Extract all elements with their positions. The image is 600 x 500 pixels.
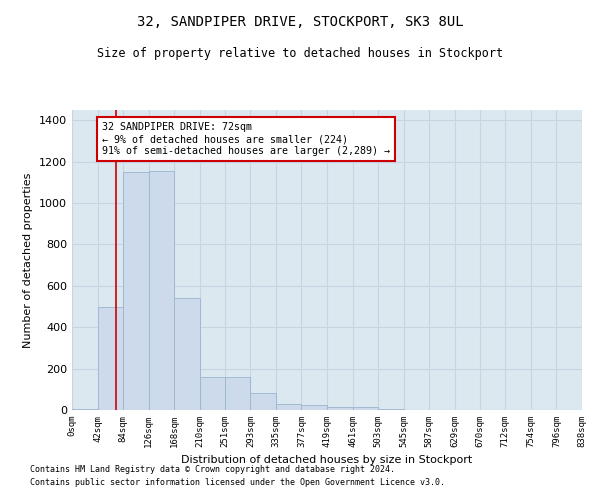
Bar	[225, 377, 250, 410]
Bar	[98, 306, 123, 410]
Bar	[174, 298, 200, 410]
Text: Size of property relative to detached houses in Stockport: Size of property relative to detached ho…	[97, 48, 503, 60]
Text: Contains HM Land Registry data © Crown copyright and database right 2024.: Contains HM Land Registry data © Crown c…	[30, 466, 395, 474]
Text: 32, SANDPIPER DRIVE, STOCKPORT, SK3 8UL: 32, SANDPIPER DRIVE, STOCKPORT, SK3 8UL	[137, 15, 463, 29]
Bar	[327, 407, 353, 410]
Bar	[301, 405, 327, 410]
Bar	[149, 171, 174, 410]
Bar	[276, 404, 301, 410]
Y-axis label: Number of detached properties: Number of detached properties	[23, 172, 34, 348]
Text: 32 SANDPIPER DRIVE: 72sqm
← 9% of detached houses are smaller (224)
91% of semi-: 32 SANDPIPER DRIVE: 72sqm ← 9% of detach…	[103, 122, 391, 156]
Bar	[378, 409, 404, 410]
Bar	[72, 409, 98, 410]
Bar	[353, 407, 378, 410]
Bar	[250, 394, 276, 410]
X-axis label: Distribution of detached houses by size in Stockport: Distribution of detached houses by size …	[181, 456, 473, 466]
Bar	[200, 377, 225, 410]
Bar	[123, 172, 149, 410]
Text: Contains public sector information licensed under the Open Government Licence v3: Contains public sector information licen…	[30, 478, 445, 487]
